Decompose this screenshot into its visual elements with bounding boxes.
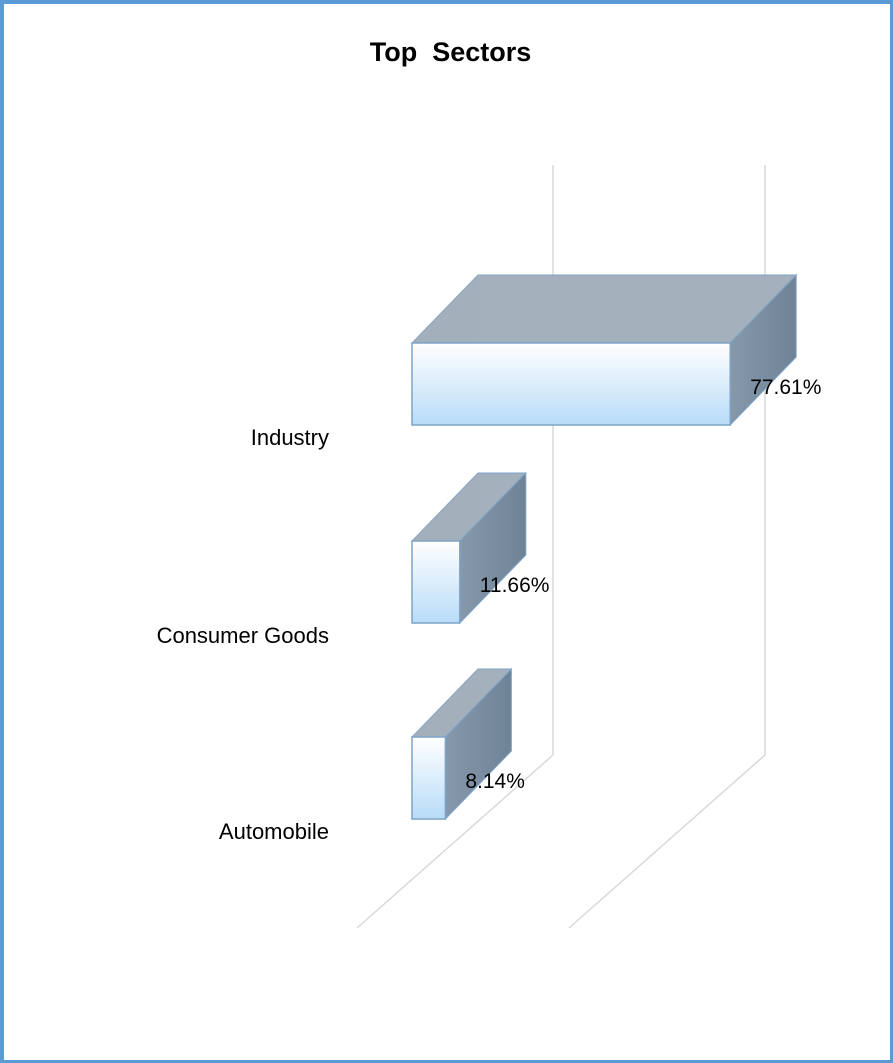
labels-layer: 77.61% Industry 11.66% Consumer Goods 8.14% A… bbox=[157, 376, 822, 844]
category-label: Consumer Goods bbox=[157, 623, 329, 648]
data-label: 8.14% bbox=[465, 770, 525, 793]
gridline-floor bbox=[568, 754, 766, 929]
chart-title: Top Sectors bbox=[369, 37, 532, 67]
bar-front-face bbox=[411, 736, 447, 820]
data-label: 11.66% bbox=[480, 574, 550, 597]
bar-front-face bbox=[411, 342, 731, 426]
gridline-floor bbox=[356, 754, 554, 929]
data-label: 77.61% bbox=[750, 376, 821, 399]
grid-layer bbox=[356, 165, 766, 929]
bars-layer bbox=[410, 273, 798, 821]
category-label: Industry bbox=[251, 425, 329, 450]
bar-front-face bbox=[411, 540, 461, 624]
category-label: Automobile bbox=[219, 819, 329, 844]
